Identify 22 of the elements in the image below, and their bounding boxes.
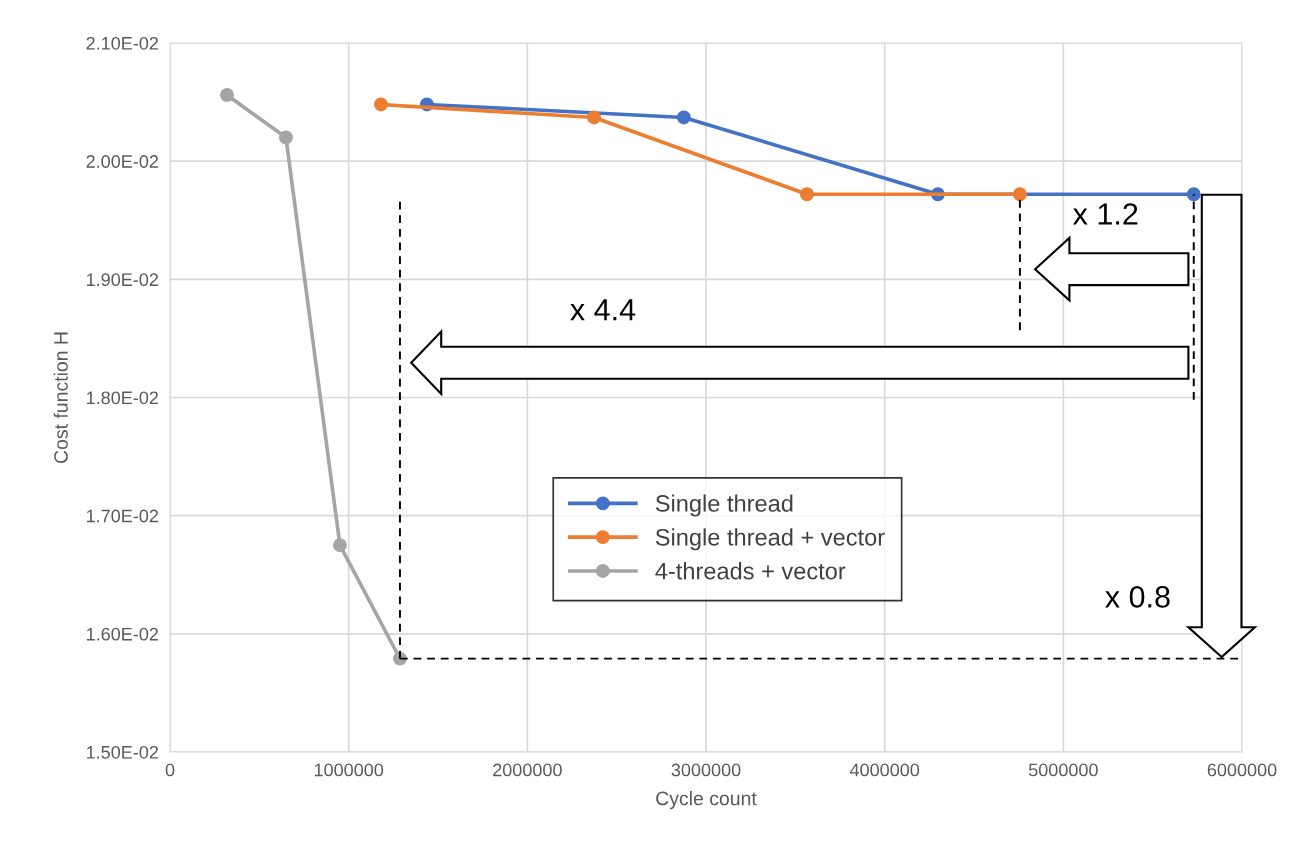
x-axis-title: Cycle count — [656, 791, 757, 810]
x-tick-label: 1000000 — [314, 763, 384, 777]
y-tick-label: 1.80E-02 — [86, 391, 158, 405]
x-tick-label: 5000000 — [1028, 763, 1098, 777]
x-tick-label: 6000000 — [1207, 763, 1277, 777]
y-tick-label: 1.50E-02 — [86, 745, 158, 759]
annotation: x 4.4 — [570, 299, 636, 321]
x-tick-label: 2000000 — [493, 763, 562, 777]
legend-label: Single thread + vector — [655, 528, 885, 551]
y-tick-label: 1.70E-02 — [86, 509, 158, 523]
x-tick-label: 3000000 — [671, 763, 741, 777]
y-axis-title: Cost function H — [53, 332, 68, 463]
y-tick-label: 2.00E-02 — [86, 155, 158, 168]
x-tick-label: 0 — [165, 763, 175, 777]
legend-label: Single thread — [655, 494, 793, 517]
y-tick-label: 1.90E-02 — [86, 273, 158, 287]
annotation: x 0.8 — [1105, 586, 1170, 608]
annotation: x 1.2 — [1072, 203, 1138, 225]
x-tick-label: 4000000 — [849, 763, 920, 777]
y-tick-label: 2.10E-02 — [86, 36, 158, 50]
y-tick-label: 1.60E-02 — [86, 627, 158, 641]
legend-label: 4-threads + vector — [655, 562, 846, 580]
